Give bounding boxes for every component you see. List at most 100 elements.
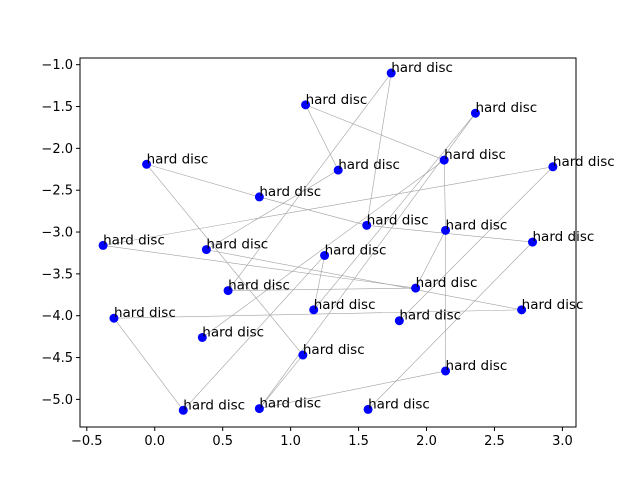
edge-line — [103, 166, 553, 246]
edge-line — [183, 255, 325, 411]
edge-line — [305, 104, 445, 161]
data-point — [254, 192, 264, 202]
x-axis: −0.5 0.0 0.5 1.0 1.5 2.0 2.5 3.0 — [71, 427, 573, 449]
y-tick-label: −2.5 — [41, 184, 73, 199]
edge-line — [366, 225, 533, 243]
x-tick-label: 2.0 — [416, 434, 437, 449]
data-point — [298, 350, 308, 360]
point-label: hard disc — [183, 397, 245, 413]
plot-area — [80, 58, 576, 427]
point-label: hard disc — [533, 229, 595, 245]
point-label: hard disc — [368, 396, 430, 412]
data-point — [109, 313, 119, 323]
y-tick-label: −3.0 — [41, 226, 73, 241]
point-label: hard disc — [444, 147, 506, 163]
point-label: hard disc — [103, 232, 165, 248]
edge-line — [443, 160, 446, 231]
edge-line — [259, 354, 304, 409]
data-point — [98, 240, 108, 250]
x-tick-label: 1.5 — [348, 434, 369, 449]
point-label: hard disc — [206, 237, 268, 253]
data-point — [439, 155, 449, 165]
edge-line — [367, 241, 533, 410]
edge-line — [206, 249, 522, 311]
data-point — [254, 404, 264, 414]
point-label: hard disc — [416, 275, 478, 291]
point-label: hard disc — [475, 100, 537, 116]
x-tick-label: −0.5 — [71, 434, 103, 449]
data-point — [362, 220, 372, 230]
edge-line — [202, 159, 445, 338]
data-point — [441, 366, 451, 376]
point-label: hard disc — [367, 212, 429, 228]
point-label: hard disc — [202, 324, 264, 340]
data-point — [197, 332, 207, 342]
point-label: hard disc — [325, 242, 387, 258]
edge-line — [146, 164, 304, 356]
x-tick-label: 3.0 — [552, 434, 573, 449]
point-label: hard disc — [338, 157, 400, 173]
x-tick-label: 1.0 — [280, 434, 301, 449]
y-tick-label: −5.0 — [41, 393, 73, 408]
edge-line — [206, 169, 339, 250]
data-point — [333, 165, 343, 175]
point-label: hard disc — [114, 305, 176, 321]
x-tick-label: 2.5 — [484, 434, 505, 449]
edge-line — [313, 255, 325, 310]
data-point — [223, 286, 233, 296]
data-point — [386, 68, 396, 78]
edge-line — [366, 73, 392, 226]
y-tick-label: −2.0 — [41, 142, 73, 157]
edge-line — [259, 113, 476, 409]
point-label: hard disc — [553, 154, 615, 170]
edge-line — [228, 287, 416, 291]
data-point — [394, 316, 404, 326]
edge-line — [399, 166, 554, 321]
point-label: hard disc — [259, 184, 321, 200]
data-point — [301, 100, 311, 110]
data-point — [178, 405, 188, 415]
edges-layer — [103, 72, 554, 411]
data-point — [517, 305, 527, 315]
edge-line — [259, 196, 367, 226]
point-label: hard disc — [228, 278, 290, 294]
y-tick-label: −1.0 — [41, 58, 73, 73]
data-point — [548, 162, 558, 172]
point-label: hard disc — [314, 297, 376, 313]
edge-line — [305, 104, 339, 171]
edge-line — [113, 309, 522, 319]
data-point — [363, 404, 373, 414]
edge-line — [313, 113, 476, 311]
edge-line — [103, 245, 416, 289]
data-point — [320, 250, 330, 260]
data-point — [309, 305, 319, 315]
y-tick-label: −1.5 — [41, 100, 73, 115]
point-label: hard disc — [259, 396, 321, 412]
point-label: hard disc — [399, 308, 461, 324]
edge-line — [227, 72, 392, 291]
y-tick-label: −4.5 — [41, 351, 73, 366]
edge-line — [259, 370, 446, 409]
point-label: hard disc — [446, 217, 508, 233]
point-label: hard disc — [446, 358, 508, 374]
edge-line — [146, 163, 260, 198]
data-point — [528, 237, 538, 247]
point-label: hard disc — [522, 297, 584, 313]
y-tick-label: −3.5 — [41, 267, 73, 282]
point-label: hard disc — [147, 151, 209, 167]
point-label: hard disc — [391, 60, 453, 76]
point-label: hard disc — [306, 92, 368, 108]
axes-frame — [79, 57, 577, 428]
x-tick-label: 0.5 — [212, 434, 233, 449]
y-axis: −1.0 −1.5 −2.0 −2.5 −3.0 −3.5 −4.0 −4.5 −5.0 — [41, 58, 80, 408]
y-tick-label: −4.0 — [41, 309, 73, 324]
data-point — [470, 108, 480, 118]
point-label: hard disc — [303, 342, 365, 358]
edge-line — [415, 230, 446, 289]
labels-layer: hard disc hard disc hard disc hard disc hard… — [103, 60, 615, 413]
data-point — [142, 159, 152, 169]
data-point — [411, 283, 421, 293]
data-point — [201, 245, 211, 255]
x-tick-label: 0.0 — [144, 434, 165, 449]
